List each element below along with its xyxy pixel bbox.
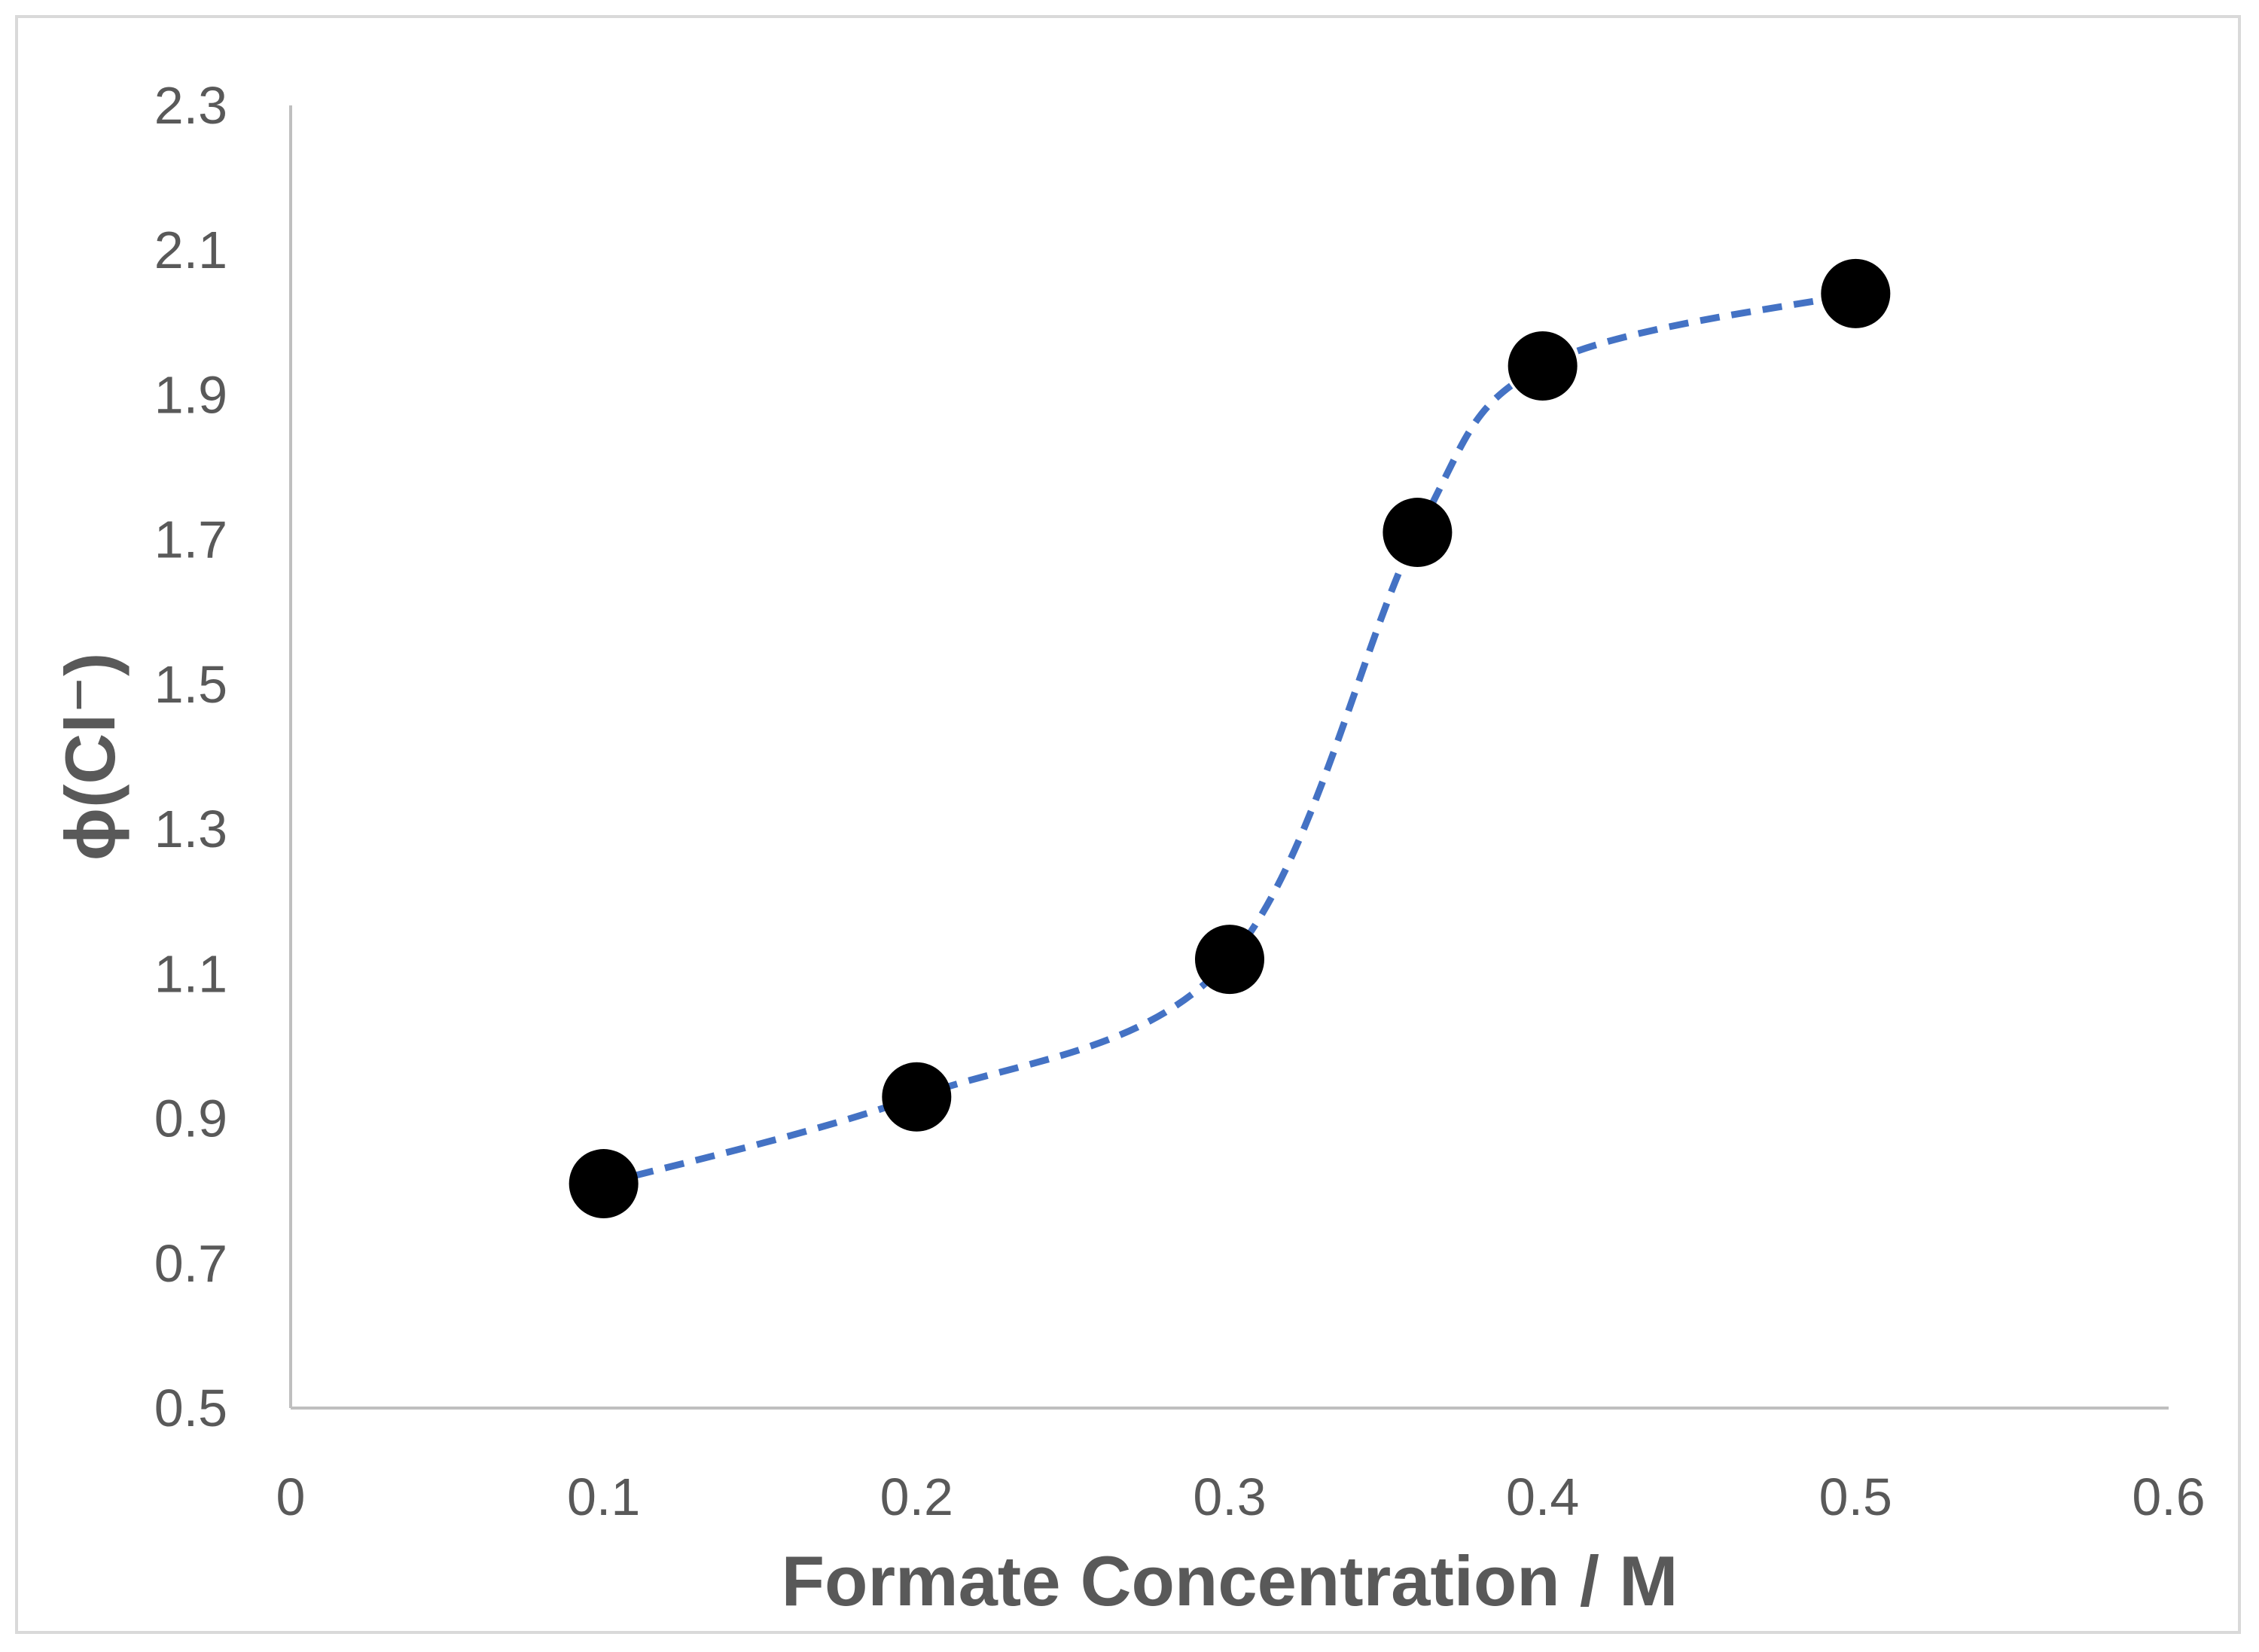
y-tick-label: 0.9 — [154, 1090, 227, 1148]
y-tick-label: 0.7 — [154, 1234, 227, 1293]
x-tick-label: 0.1 — [567, 1468, 640, 1526]
x-tick-label: 0.4 — [1506, 1468, 1579, 1526]
x-tick-label: 0.6 — [2132, 1468, 2205, 1526]
axes-layer — [289, 105, 2169, 1410]
y-tick-label: 0.5 — [154, 1379, 227, 1437]
series-trend-line — [602, 290, 1857, 1187]
data-point — [569, 1149, 639, 1219]
x-tick-label: 0 — [276, 1468, 306, 1526]
y-tick-label: 1.3 — [154, 800, 227, 858]
y-tick-label: 1.9 — [154, 365, 227, 424]
x-axis-title: Formate Concentration / M — [782, 1541, 1678, 1620]
y-tick-label: 2.1 — [154, 221, 227, 279]
y-axis-title: ϕ(Cl⁻) — [50, 653, 130, 861]
data-point — [1821, 258, 1891, 328]
y-tick-label: 1.1 — [154, 944, 227, 1003]
x-tick-label: 0.5 — [1819, 1468, 1892, 1526]
data-point — [1195, 925, 1264, 995]
data-point — [1508, 331, 1578, 401]
data-points — [569, 258, 1891, 1219]
data-point — [882, 1062, 952, 1132]
data-point — [1383, 498, 1453, 568]
y-tick-labels: 0.5 0.7 0.9 1.1 1.3 1.5 1.7 1.9 2.1 2.3 — [154, 76, 227, 1437]
y-tick-label: 2.3 — [154, 76, 227, 135]
x-tick-label: 0.3 — [1193, 1468, 1266, 1526]
y-tick-label: 1.5 — [154, 655, 227, 714]
x-tick-label: 0.2 — [880, 1468, 953, 1526]
y-tick-label: 1.7 — [154, 511, 227, 569]
x-tick-labels: 0 0.1 0.2 0.3 0.4 0.5 0.6 — [276, 1468, 2206, 1526]
